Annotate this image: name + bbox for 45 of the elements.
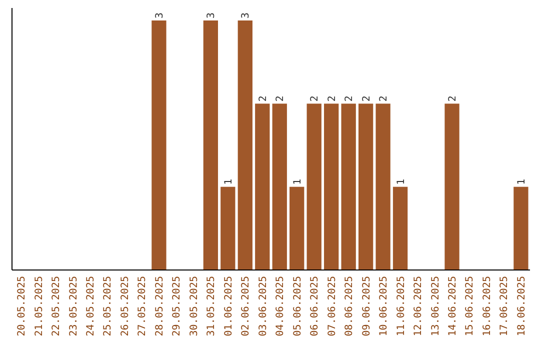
data-label: 2 (448, 96, 458, 102)
x-tick-label: 29.05.2025 (172, 276, 183, 336)
x-tick-label: 15.06.2025 (464, 276, 476, 336)
data-label: 2 (258, 96, 269, 102)
x-tick-label: 23.05.2025 (68, 276, 80, 336)
data-label: 2 (326, 96, 338, 102)
x-tick-label: 13.06.2025 (430, 276, 442, 336)
data-label: 3 (240, 12, 252, 18)
x-tick-label: 08.06.2025 (344, 276, 356, 336)
x-tick-label: 25.05.2025 (102, 276, 114, 336)
x-tick-label: 03.06.2025 (258, 276, 269, 336)
x-tick-label: 14.06.2025 (448, 276, 458, 336)
x-tick-label: 30.05.2025 (188, 276, 200, 336)
x-tick-label: 17.06.2025 (499, 276, 510, 336)
x-tick-label: 01.06.2025 (223, 276, 234, 336)
x-tick-label: 07.06.2025 (326, 276, 338, 336)
x-tick-label: 31.05.2025 (206, 276, 218, 336)
x-tick-label: 11.06.2025 (396, 276, 407, 336)
x-tick-label: 12.06.2025 (413, 276, 424, 336)
data-label: 2 (275, 96, 286, 102)
data-label: 2 (361, 96, 372, 102)
x-tick-label: 27.05.2025 (137, 276, 148, 336)
data-label: 1 (516, 178, 528, 185)
x-tick-label: 18.06.2025 (516, 276, 528, 336)
x-tick-label: 16.06.2025 (482, 276, 493, 336)
x-tick-label: 24.05.2025 (86, 276, 96, 336)
data-label: 1 (223, 178, 234, 185)
data-label: 3 (154, 12, 166, 18)
x-tick-label: 05.06.2025 (292, 276, 304, 336)
data-label: 1 (292, 178, 304, 185)
x-tick-label: 20.05.2025 (16, 276, 28, 336)
x-tick-label: 04.06.2025 (275, 276, 286, 336)
x-tick-label: 06.06.2025 (310, 276, 321, 336)
data-label: 2 (378, 96, 390, 102)
x-tick-label: 10.06.2025 (378, 276, 390, 336)
data-label: 1 (396, 178, 407, 185)
x-tick-label: 22.05.2025 (51, 276, 62, 336)
data-label: 2 (310, 96, 321, 102)
data-label: 3 (206, 12, 218, 18)
data-label: 2 (344, 96, 356, 102)
x-tick-label: 26.05.2025 (120, 276, 131, 336)
x-tick-label: 09.06.2025 (361, 276, 372, 336)
x-tick-label: 02.06.2025 (240, 276, 252, 336)
x-tick-label: 28.05.2025 (154, 276, 166, 336)
x-tick-label: 21.05.2025 (34, 276, 45, 336)
